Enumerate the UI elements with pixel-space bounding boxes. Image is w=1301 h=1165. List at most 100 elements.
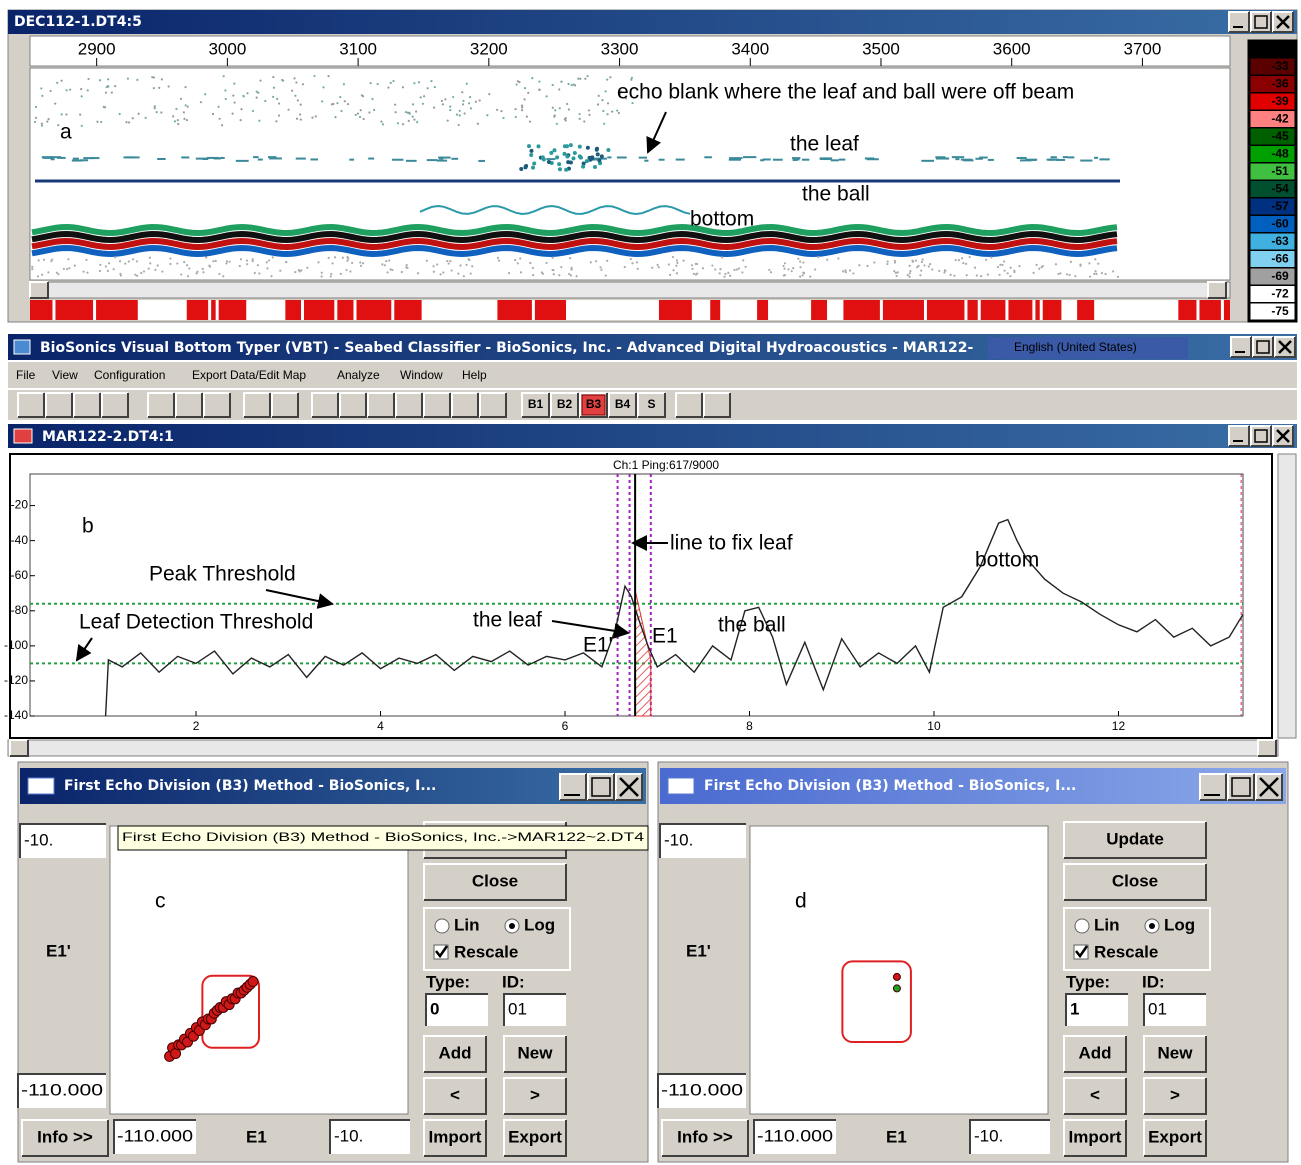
update-button[interactable] [1064,822,1206,858]
y-axis-label: E1' [46,941,71,960]
echo-texture [257,158,263,161]
toolbar-icon[interactable] [148,393,174,417]
import-button[interactable] [1064,1120,1126,1156]
toolbar-icon[interactable] [396,393,422,417]
toolbar-button[interactable] [638,393,665,417]
echo-texture [514,115,517,119]
close-button[interactable] [424,864,566,900]
toolbar-icon[interactable] [74,393,100,417]
scroll-right[interactable] [1208,282,1226,298]
echo-texture [817,255,820,259]
echo-texture [987,158,994,161]
export-button[interactable] [1144,1120,1206,1156]
toolbar-button[interactable] [522,393,549,417]
color-scale-label: -69 [1271,269,1289,283]
echo-texture [98,79,102,82]
echo-texture [86,271,89,274]
maximize-button[interactable] [1253,337,1273,357]
minimize-button[interactable] [1229,426,1249,446]
minimize-button-shade [1200,774,1227,801]
toolbar-icon[interactable] [424,393,450,417]
type-label: Type: [1066,972,1110,991]
menu-item[interactable]: Analyze [337,368,380,382]
toolbar-icon[interactable] [312,393,338,417]
maximize-button-shade [1251,12,1272,33]
echo-texture [844,271,847,274]
minimize-button-light [1228,11,1249,32]
scrollbar [29,281,1231,299]
export-button-light [503,1119,566,1156]
toolbar-icon[interactable] [46,393,72,417]
import-button[interactable] [424,1120,486,1156]
echo-texture [276,97,279,100]
scroll-left[interactable] [30,282,48,298]
menu-item[interactable]: File [16,368,36,382]
toolbar-icon[interactable] [340,393,366,417]
echo-texture [34,105,38,108]
toolbar-icon[interactable] [204,393,230,417]
menu-item[interactable]: Export Data/Edit Map [192,368,306,382]
menu-item[interactable]: Configuration [94,368,165,382]
toolbar-icon[interactable] [176,393,202,417]
toolbar-icon[interactable] [452,393,478,417]
prev-button[interactable] [424,1078,486,1114]
toolbar-icon[interactable] [368,393,394,417]
prev-button[interactable] [1064,1078,1126,1114]
echo-texture [449,108,452,112]
maximize-button[interactable] [1251,12,1271,32]
menu-item[interactable]: Help [462,368,487,382]
minimize-button[interactable] [1200,774,1226,800]
echo-texture [383,264,386,267]
echo-texture [394,103,397,106]
export-button[interactable] [504,1120,566,1156]
info-button[interactable] [662,1120,748,1156]
echo-texture [893,261,897,264]
toolbar-icon[interactable] [102,393,128,417]
toolbar-icon[interactable] [676,393,702,417]
y-min: -110.000 [661,1080,743,1099]
toolbar-icon-light [451,392,478,417]
echo-texture [957,259,961,262]
menu-item[interactable]: Window [400,368,443,382]
echo-texture [519,257,522,260]
echo-texture [327,256,330,259]
minimize-button[interactable] [1229,12,1249,32]
echo-texture [1057,272,1060,276]
echo-texture [515,83,518,86]
toolbar-icon-light [45,392,72,417]
add-button[interactable] [1064,1036,1126,1072]
annotation: the leaf [473,609,542,632]
toolbar-button[interactable] [551,393,578,417]
echo-texture [277,114,281,117]
next-button[interactable] [504,1078,566,1114]
scatter-area [749,825,1049,1115]
toolbar-button[interactable] [609,393,636,417]
new-button[interactable] [504,1036,566,1072]
echo-texture [557,162,562,167]
echo-texture [339,272,342,276]
toolbar-icon[interactable] [244,393,270,417]
toolbar-icon[interactable] [272,393,298,417]
toolbar-icon[interactable] [480,393,506,417]
echo-texture [167,85,170,88]
next-button[interactable] [1144,1078,1206,1114]
scroll-left[interactable] [10,740,28,756]
echo-texture [86,89,89,92]
echo-texture [458,109,461,113]
echo-texture [104,265,107,268]
toolbar-icon[interactable] [18,393,44,417]
echo-texture [1094,258,1097,261]
add-button[interactable] [424,1036,486,1072]
minimize-button[interactable] [560,774,586,800]
scroll-right[interactable] [1258,740,1276,756]
close-button[interactable] [1064,864,1206,900]
new-button[interactable] [1144,1036,1206,1072]
minimize-button[interactable] [1231,337,1251,357]
menu-item[interactable]: View [52,368,78,382]
info-button[interactable] [22,1120,108,1156]
toolbar-icon-shade [18,393,45,418]
y-min-field-inset [657,1073,746,1108]
maximize-button[interactable] [1251,426,1271,446]
toolbar-icon[interactable] [704,393,730,417]
echo-texture [251,258,254,261]
